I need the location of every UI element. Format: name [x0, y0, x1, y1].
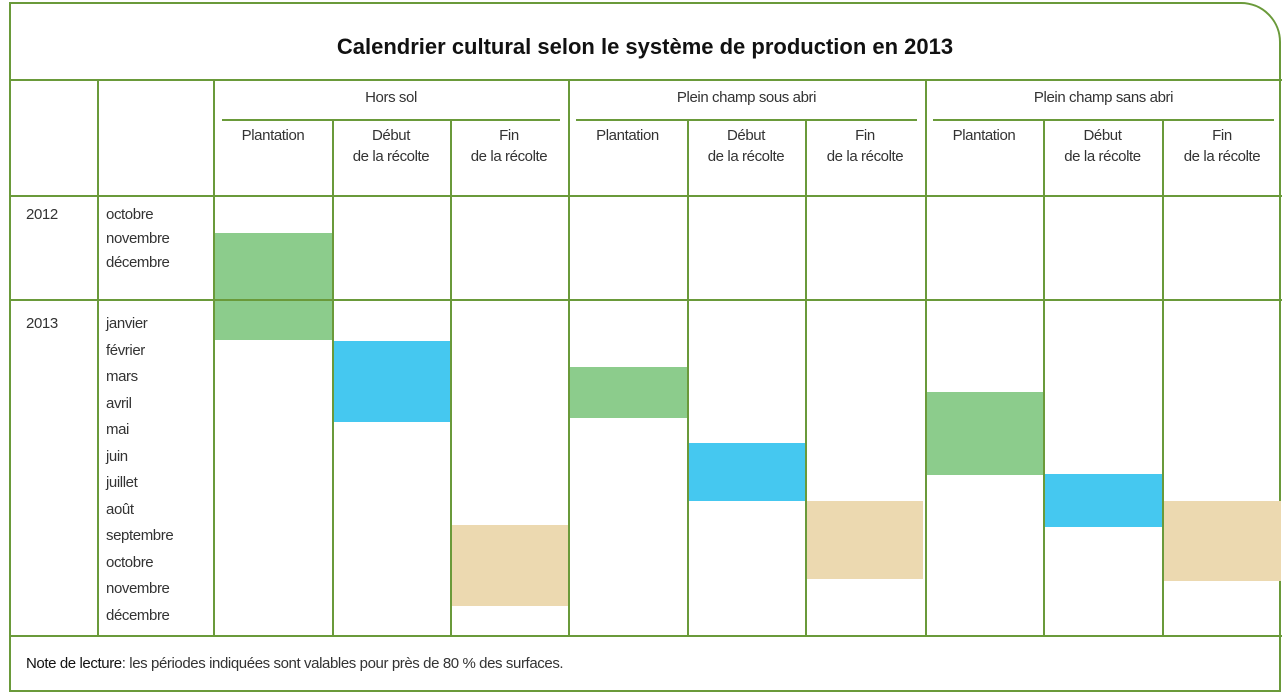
rule: [10, 635, 1282, 637]
rule: [332, 120, 334, 636]
period: [1043, 474, 1162, 527]
column-header: Fin: [855, 127, 875, 144]
month-label: novembre: [106, 580, 170, 597]
month-label: septembre: [106, 527, 174, 544]
month-label: mai: [106, 421, 129, 438]
rule: [925, 79, 927, 636]
note-label: Note de lecture: [26, 655, 122, 672]
month-label: décembre: [106, 606, 170, 624]
rule: [1043, 120, 1045, 636]
month-label: décembre: [106, 254, 170, 271]
rule: [222, 119, 560, 121]
period: [568, 367, 687, 418]
note: Note de lecture: les périodes indiquées …: [26, 655, 564, 672]
group-header: Hors sol: [365, 89, 417, 106]
rule: [805, 120, 807, 636]
month-label: janvier: [106, 315, 148, 332]
rule: [10, 195, 1282, 197]
period: [805, 501, 923, 579]
rule: [687, 120, 689, 636]
month-label: novembre: [106, 230, 170, 247]
column-header: Plantation: [241, 127, 305, 144]
period: [1162, 501, 1281, 581]
period: [925, 392, 1043, 475]
column-header: de la récolte: [826, 148, 904, 165]
column-header: Début: [371, 127, 411, 144]
column-header: Début: [1083, 127, 1122, 144]
rule: [10, 299, 1282, 301]
rule: [568, 79, 570, 636]
period: [450, 525, 568, 606]
rule: [10, 79, 1282, 81]
rule: [450, 120, 452, 636]
frame: [9, 2, 1281, 692]
rule: [1162, 120, 1164, 636]
column-header: Début: [726, 127, 766, 144]
month-label: juin: [106, 447, 128, 465]
column-header: Plantation: [952, 127, 1016, 144]
rule: [933, 119, 1274, 121]
column-header: de la récolte: [352, 148, 430, 165]
rule: [213, 79, 215, 636]
month-label: avril: [106, 394, 132, 412]
title: Calendrier cultural selon le système de …: [336, 34, 954, 59]
month-label: octobre: [106, 553, 154, 571]
period: [687, 443, 805, 501]
month-label: février: [106, 341, 145, 359]
column-header: de la récolte: [707, 148, 785, 165]
column-header: de la récolte: [1064, 148, 1141, 165]
group-header: Plein champ sans abri: [1033, 89, 1174, 106]
month-label: août: [106, 500, 134, 518]
column-header: de la récolte: [470, 148, 548, 165]
rule: [576, 119, 917, 121]
year-label: 2012: [26, 206, 58, 223]
month-label: mars: [106, 368, 138, 385]
group-header: Plein champ sous abri: [676, 89, 817, 106]
column-header: Plantation: [596, 127, 659, 144]
column-header: Fin: [499, 127, 519, 144]
column-header: de la récolte: [1183, 148, 1261, 165]
month-label: juillet: [106, 474, 138, 491]
period: [214, 233, 332, 340]
month-label: octobre: [106, 206, 154, 223]
period: [332, 341, 450, 422]
note-text: : les périodes indiquées sont valables p…: [121, 655, 564, 672]
year-label: 2013: [26, 315, 58, 332]
rule: [97, 79, 99, 636]
column-header: Fin: [1212, 127, 1232, 144]
